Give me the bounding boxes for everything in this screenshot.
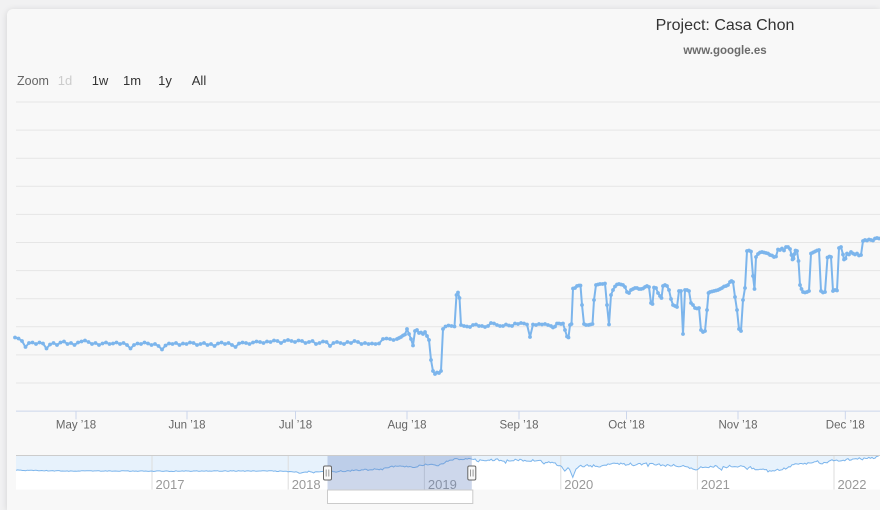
svg-text:Dec ’18: Dec ’18: [826, 420, 865, 432]
svg-text:1d: 1d: [58, 73, 72, 88]
svg-text:All: All: [192, 73, 207, 88]
svg-text:2021: 2021: [701, 477, 730, 492]
svg-text:Aug ’18: Aug ’18: [387, 420, 426, 432]
svg-text:Oct ’18: Oct ’18: [608, 420, 644, 432]
svg-text:Sep ’18: Sep ’18: [499, 420, 538, 432]
svg-text:1w: 1w: [92, 73, 109, 88]
svg-text:2022: 2022: [838, 477, 867, 492]
svg-text:2018: 2018: [292, 477, 321, 492]
svg-text:Zoom: Zoom: [17, 74, 49, 88]
svg-text:Jul ’18: Jul ’18: [279, 420, 312, 432]
svg-text:1m: 1m: [123, 73, 141, 88]
svg-text:2020: 2020: [564, 477, 593, 492]
svg-text:Nov ’18: Nov ’18: [719, 420, 758, 432]
svg-text:2019: 2019: [428, 477, 457, 492]
svg-text:Jun ’18: Jun ’18: [168, 420, 205, 432]
svg-text:May ’18: May ’18: [56, 420, 96, 432]
svg-text:2017: 2017: [156, 477, 185, 492]
svg-text:1y: 1y: [158, 73, 172, 88]
svg-text:Project: Casa Chon: Project: Casa Chon: [656, 17, 795, 34]
svg-text:www.google.es: www.google.es: [682, 45, 766, 57]
